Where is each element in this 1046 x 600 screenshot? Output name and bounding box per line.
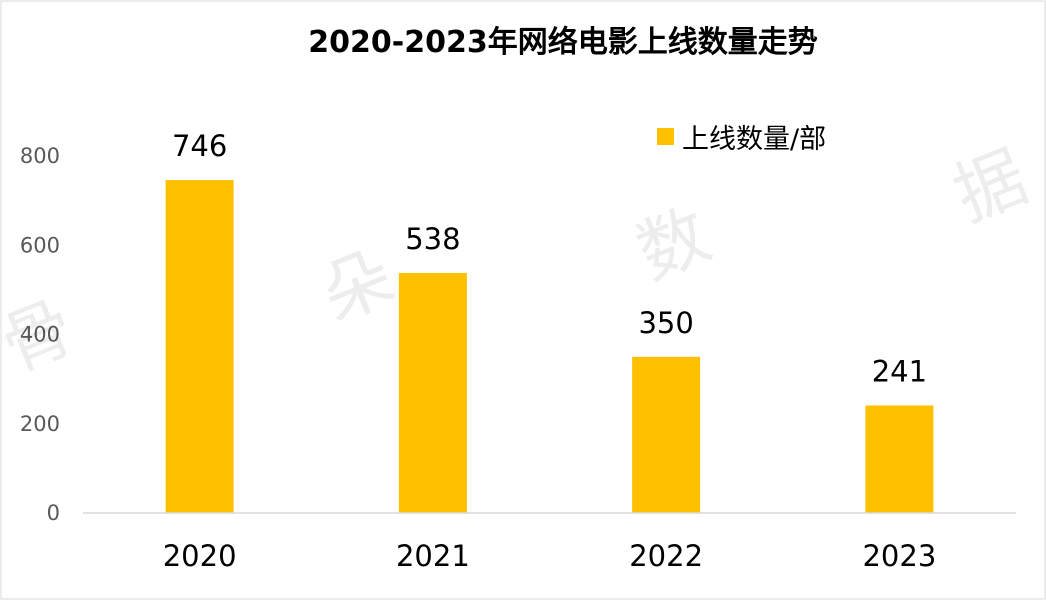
x-tick-label: 2021 <box>396 539 470 573</box>
x-axis-ticks: 2020 2021 2022 2023 <box>163 539 937 573</box>
bar-series <box>165 180 934 513</box>
y-tick-label: 0 <box>47 501 60 525</box>
data-label: 241 <box>872 354 927 388</box>
y-tick-label: 600 <box>20 233 60 257</box>
bar-2020 <box>165 180 234 513</box>
bar-2021 <box>398 272 467 513</box>
x-tick-label: 2020 <box>163 539 237 573</box>
chart-title: 2020-2023年网络电影上线数量走势 <box>308 25 817 60</box>
data-label: 746 <box>172 129 227 163</box>
data-label: 350 <box>638 306 693 340</box>
x-tick-label: 2022 <box>629 539 703 573</box>
legend-swatch <box>657 128 674 145</box>
legend-label: 上线数量/部 <box>682 124 826 155</box>
bar-2022 <box>632 356 701 513</box>
data-labels: 746 538 350 241 <box>172 129 927 388</box>
y-tick-label: 800 <box>20 144 60 168</box>
legend: 上线数量/部 <box>657 124 826 155</box>
y-tick-label: 200 <box>20 412 60 436</box>
bar-2023 <box>865 405 934 513</box>
y-axis-ticks: 0 200 400 600 800 <box>20 144 60 525</box>
x-tick-label: 2023 <box>862 539 936 573</box>
y-tick-label: 400 <box>20 323 60 347</box>
data-label: 538 <box>405 222 460 256</box>
